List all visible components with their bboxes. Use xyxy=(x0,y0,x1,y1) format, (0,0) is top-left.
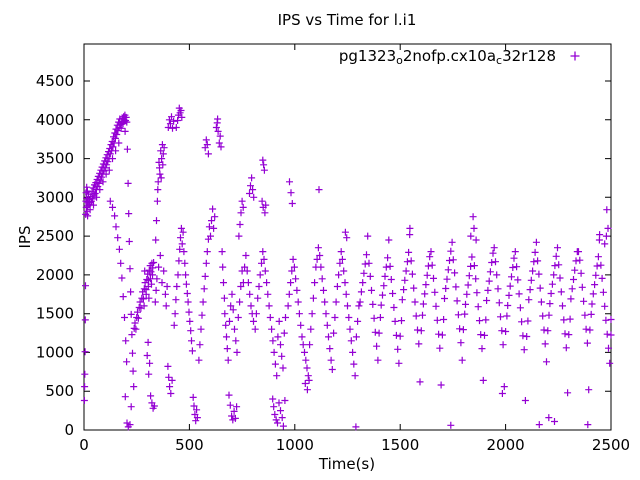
x-tick-labels: 0 500 1000 1500 2000 2500 xyxy=(79,436,630,454)
x-tick-label: 1500 xyxy=(381,436,419,454)
y-tick-label: 4500 xyxy=(36,72,74,90)
y-tick-label: 3500 xyxy=(36,150,74,168)
y-tick-label: 2000 xyxy=(36,266,74,284)
y-tick-label: 2500 xyxy=(36,227,74,245)
legend-plus-marker xyxy=(570,51,580,61)
x-tick-label: 1000 xyxy=(276,436,314,454)
y-tick-label: 1500 xyxy=(36,305,74,323)
x-tick-label: 0 xyxy=(79,436,89,454)
legend: pg1323o2nofp.cx10ac32r128 xyxy=(339,47,580,67)
y-tick-label: 3000 xyxy=(36,188,74,206)
axis-ticks xyxy=(83,44,612,431)
plot-border xyxy=(83,43,612,431)
x-axis-label: Time(s) xyxy=(318,455,375,473)
y-tick-label: 500 xyxy=(45,382,74,400)
y-axis-label: IPS xyxy=(16,226,34,249)
y-tick-label: 4000 xyxy=(36,111,74,129)
scatter-points xyxy=(80,104,615,431)
legend-label: pg1323o2nofp.cx10ac32r128 xyxy=(339,47,556,67)
x-tick-label: 500 xyxy=(175,436,204,454)
y-tick-labels: 0 500 1000 1500 2000 2500 3000 3500 4000 4500 xyxy=(36,72,74,439)
x-tick-label: 2500 xyxy=(592,436,630,454)
chart-title: IPS vs Time for l.i1 xyxy=(278,11,417,29)
x-tick-label: 2000 xyxy=(487,436,525,454)
y-tick-label: 0 xyxy=(64,421,74,439)
y-tick-label: 1000 xyxy=(36,343,74,361)
